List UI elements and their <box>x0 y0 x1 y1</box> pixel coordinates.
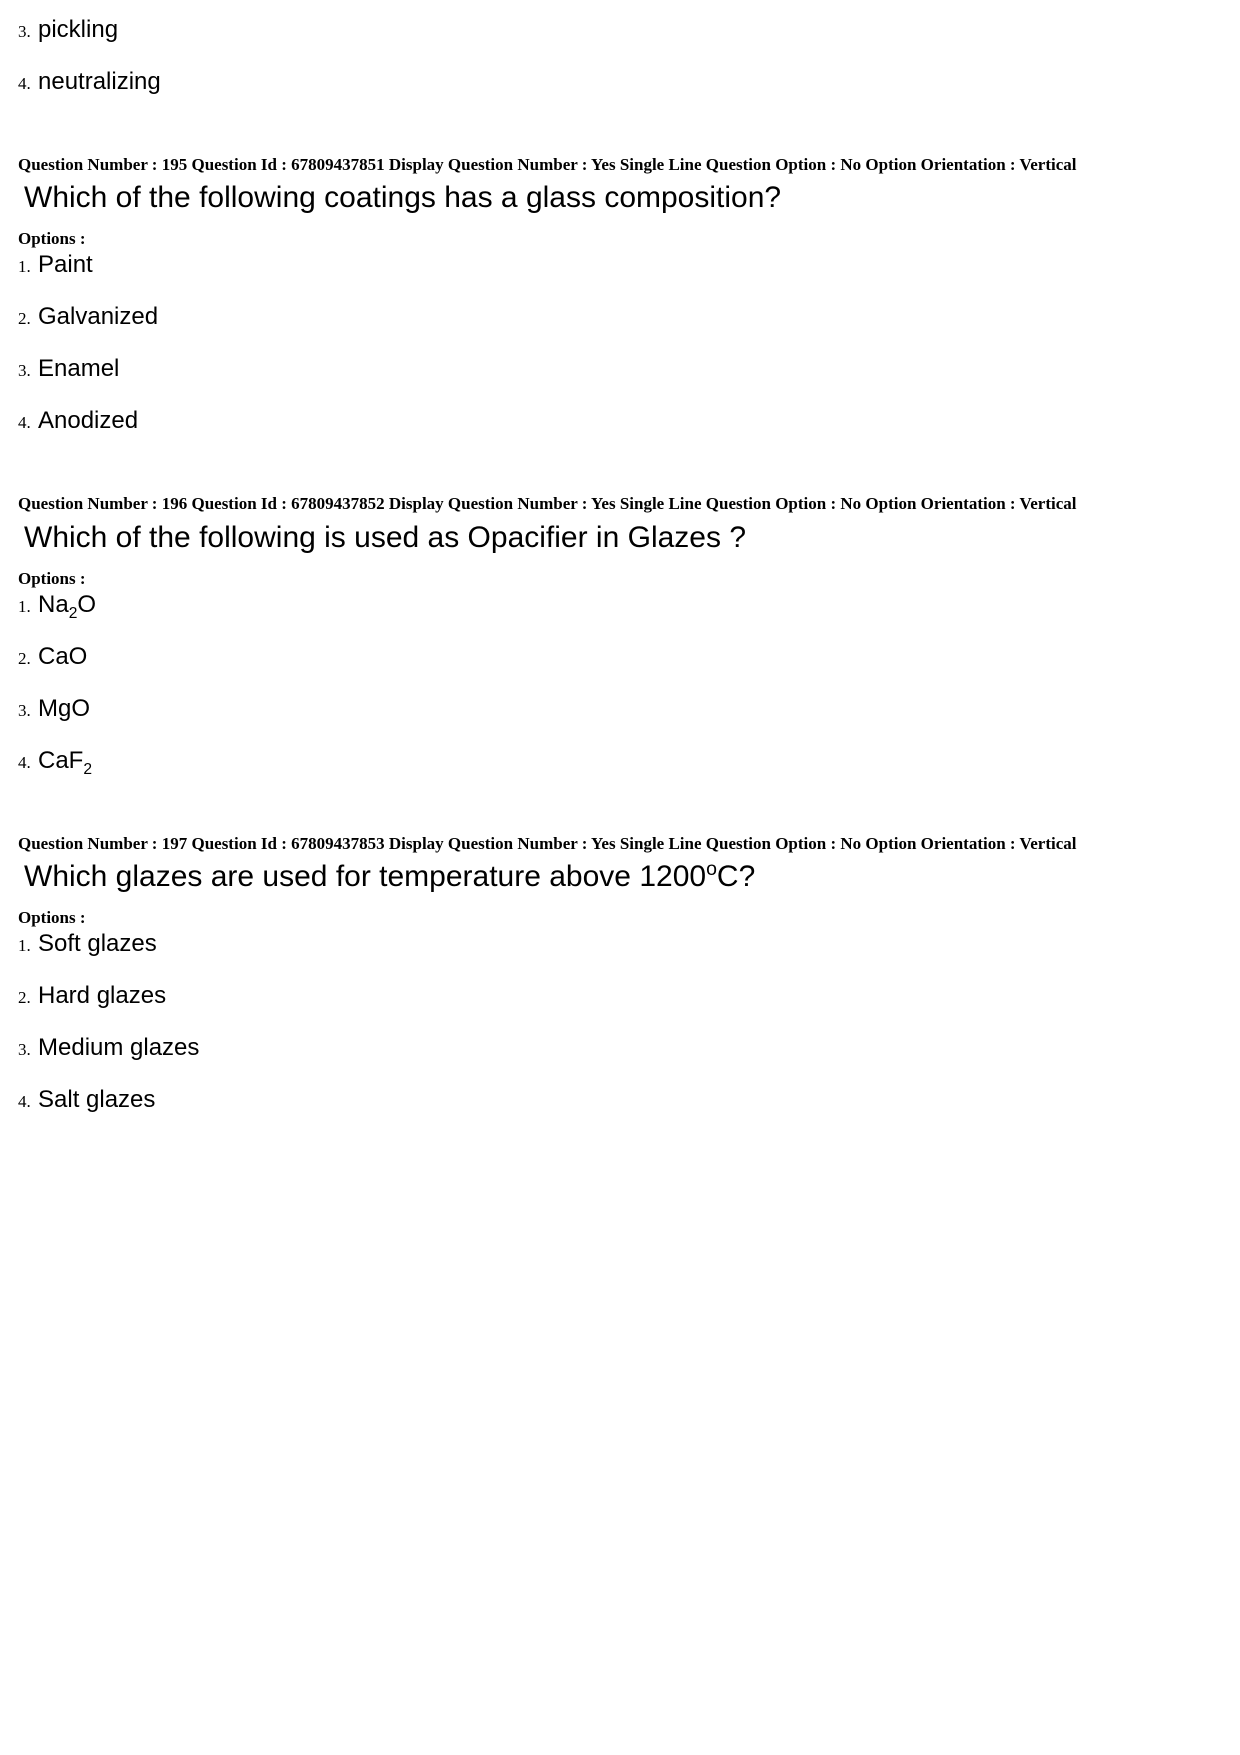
options-label: Options : <box>18 908 1222 928</box>
question-block: Question Number : 197 Question Id : 6780… <box>18 833 1222 1112</box>
option-text: Na2O <box>38 593 96 617</box>
option-number: 2. <box>18 310 38 329</box>
option-number: 3. <box>18 362 38 381</box>
option-text: Anodized <box>38 409 138 433</box>
option-number: 1. <box>18 937 38 956</box>
question-text: Which of the following coatings has a gl… <box>24 181 1222 215</box>
options-label: Options : <box>18 569 1222 589</box>
option-text: pickling <box>38 18 118 42</box>
option-row: 3.Medium glazes <box>18 1036 1222 1060</box>
option-row: 3.MgO <box>18 697 1222 721</box>
option-row: 2.Galvanized <box>18 305 1222 329</box>
option-row: 1.Na2O <box>18 593 1222 617</box>
questions-container: Question Number : 195 Question Id : 6780… <box>18 154 1222 1112</box>
options-label: Options : <box>18 229 1222 249</box>
question-text: Which of the following is used as Opacif… <box>24 521 1222 555</box>
option-row: 1.Soft glazes <box>18 932 1222 956</box>
option-text: Hard glazes <box>38 984 166 1008</box>
option-row: 2.Hard glazes <box>18 984 1222 1008</box>
option-text: Enamel <box>38 357 119 381</box>
option-row: 1.Paint <box>18 253 1222 277</box>
option-number: 3. <box>18 702 38 721</box>
question-meta: Question Number : 196 Question Id : 6780… <box>18 493 1198 514</box>
question-block: Question Number : 195 Question Id : 6780… <box>18 154 1222 433</box>
option-row: 4.Salt glazes <box>18 1088 1222 1112</box>
option-text: Soft glazes <box>38 932 157 956</box>
partial-options-top: 3.pickling 4.neutralizing <box>18 18 1222 94</box>
option-row: 4.Anodized <box>18 409 1222 433</box>
question-text: Which glazes are used for temperature ab… <box>24 860 1222 894</box>
option-row: 2.CaO <box>18 645 1222 669</box>
option-number: 3. <box>18 23 38 42</box>
option-row: 3.Enamel <box>18 357 1222 381</box>
option-number: 2. <box>18 989 38 1008</box>
option-number: 4. <box>18 75 38 94</box>
option-number: 4. <box>18 1093 38 1112</box>
option-text: MgO <box>38 697 90 721</box>
option-row: 4.neutralizing <box>18 70 1222 94</box>
option-text: neutralizing <box>38 70 161 94</box>
option-number: 4. <box>18 414 38 433</box>
option-number: 1. <box>18 258 38 277</box>
question-block: Question Number : 196 Question Id : 6780… <box>18 493 1222 772</box>
question-meta: Question Number : 195 Question Id : 6780… <box>18 154 1198 175</box>
option-text: CaO <box>38 645 87 669</box>
option-text: Medium glazes <box>38 1036 199 1060</box>
option-row: 3.pickling <box>18 18 1222 42</box>
question-meta: Question Number : 197 Question Id : 6780… <box>18 833 1198 854</box>
option-number: 4. <box>18 754 38 773</box>
option-number: 1. <box>18 598 38 617</box>
option-number: 3. <box>18 1041 38 1060</box>
option-text: Galvanized <box>38 305 158 329</box>
option-row: 4.CaF2 <box>18 749 1222 773</box>
option-text: Paint <box>38 253 93 277</box>
option-text: CaF2 <box>38 749 92 773</box>
option-text: Salt glazes <box>38 1088 155 1112</box>
option-number: 2. <box>18 650 38 669</box>
